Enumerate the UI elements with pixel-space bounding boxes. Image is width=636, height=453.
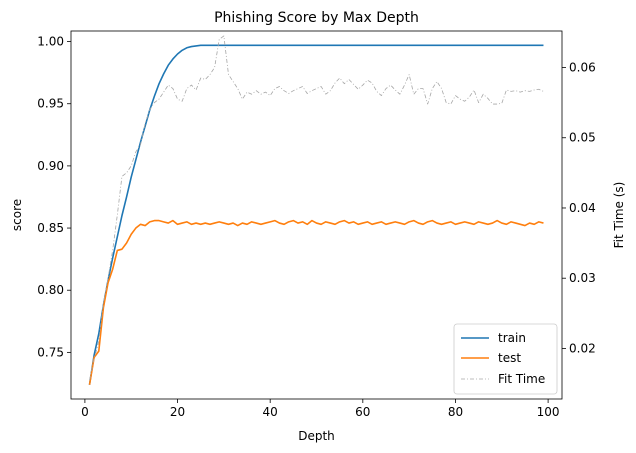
legend-label-train: train [498,331,526,345]
x-tick-label: 100 [537,405,560,419]
legend-box [453,323,558,395]
chart-title: Phishing Score by Max Depth [214,10,419,26]
y2-tick-label: 0.04 [569,201,596,215]
x-tick-label: 40 [263,405,278,419]
y2-tick-label: 0.06 [569,61,596,75]
x-tick-label: 0 [81,405,89,419]
y-tick-label: 0.95 [37,97,64,111]
x-tick-label: 20 [170,405,185,419]
x-tick-label: 60 [355,405,370,419]
legend-label-fit-time: Fit Time [498,372,545,386]
y-axis-left: 0.75 0.80 0.85 0.90 0.95 1.00 [37,35,71,359]
series-line-test [88,219,544,385]
x-tick-label: 80 [448,405,463,419]
legend-label-test: test [498,351,521,365]
y-tick-label: 1.00 [37,35,64,49]
y-tick-label: 0.75 [37,345,64,359]
x-axis: 0 20 40 60 80 100 [81,399,560,419]
y-axis-title: score [10,199,24,231]
y2-axis-title: Fit Time (s) [612,182,626,249]
y-tick-label: 0.90 [37,159,64,173]
y2-tick-label: 0.05 [569,131,596,145]
series-line-fit-time [89,35,544,381]
series-layer [88,35,544,385]
legend: train test Fit Time [453,323,558,395]
y-tick-label: 0.80 [37,283,64,297]
y2-tick-label: 0.02 [569,341,596,355]
x-axis-title: Depth [298,429,335,443]
plot-frame [70,30,563,400]
series-line-train [88,44,544,385]
y2-tick-label: 0.03 [569,271,596,285]
y-tick-label: 0.85 [37,221,64,235]
y-axis-right: 0.02 0.03 0.04 0.05 0.06 [562,61,596,355]
